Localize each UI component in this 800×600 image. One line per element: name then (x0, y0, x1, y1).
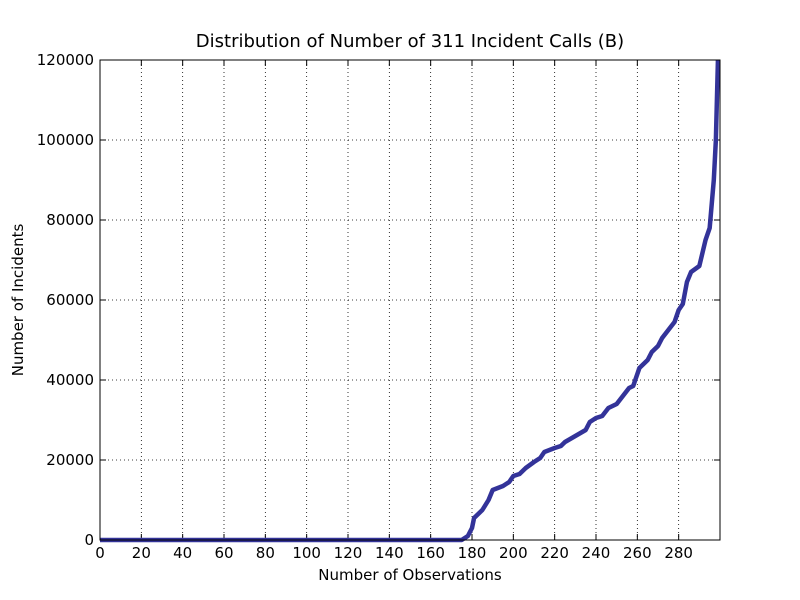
x-tick-label: 180 (458, 544, 487, 562)
x-tick-label: 240 (582, 544, 611, 562)
y-tick-label: 100000 (37, 131, 94, 149)
x-tick-label: 140 (375, 544, 404, 562)
x-tick-label: 260 (623, 544, 652, 562)
x-tick-label: 20 (132, 544, 151, 562)
x-tick-label: 100 (292, 544, 321, 562)
x-tick-label: 80 (256, 544, 275, 562)
x-tick-label: 160 (416, 544, 445, 562)
y-axis-label: Number of Incidents (9, 224, 27, 377)
x-tick-label: 0 (95, 544, 105, 562)
y-tick-label: 0 (84, 531, 94, 549)
y-tick-label: 60000 (46, 291, 94, 309)
x-tick-label: 120 (334, 544, 363, 562)
y-tick-label: 20000 (46, 451, 94, 469)
y-tick-label: 80000 (46, 211, 94, 229)
y-tick-label: 120000 (37, 51, 94, 69)
x-tick-label: 280 (664, 544, 693, 562)
x-axis-label: Number of Observations (318, 566, 502, 584)
x-tick-label: 220 (540, 544, 569, 562)
x-tick-label: 40 (173, 544, 192, 562)
plot-frame (99, 59, 721, 541)
x-tick-label: 60 (214, 544, 233, 562)
data-line (100, 59, 721, 543)
chart-title: Distribution of Number of 311 Incident C… (196, 31, 624, 52)
y-tick-label: 40000 (46, 371, 94, 389)
x-tick-label: 200 (499, 544, 528, 562)
